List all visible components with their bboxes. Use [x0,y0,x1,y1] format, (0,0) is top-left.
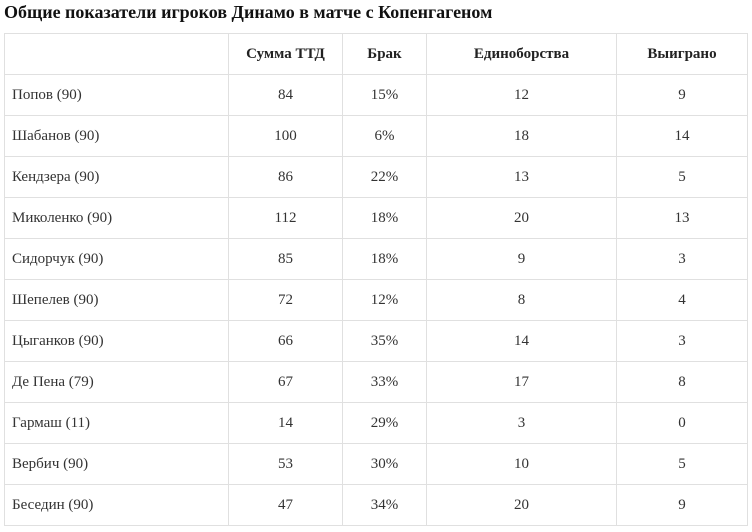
table-row: Шепелев (90) 72 12% 8 4 [4,279,748,321]
page-title: Общие показатели игроков Динамо в матче … [4,2,493,22]
player-name: Цыганков (90) [4,320,229,362]
won-cell: 0 [616,402,748,444]
won-cell: 3 [616,320,748,362]
defect-cell: 29% [342,402,427,444]
header-player [4,33,229,75]
ttd-sum-cell: 84 [228,74,343,116]
table-row: Вербич (90) 53 30% 10 5 [4,443,748,485]
duels-cell: 12 [426,74,617,116]
player-stats-table: Сумма ТТД Брак Единоборства Выиграно Поп… [4,33,748,526]
won-cell: 14 [616,115,748,157]
defect-cell: 6% [342,115,427,157]
duels-cell: 20 [426,197,617,239]
ttd-sum-cell: 47 [228,484,343,526]
player-name: Миколенко (90) [4,197,229,239]
duels-cell: 13 [426,156,617,198]
player-name: Попов (90) [4,74,229,116]
player-name: Кендзера (90) [4,156,229,198]
header-duels: Единоборства [426,33,617,75]
table-header-row: Сумма ТТД Брак Единоборства Выиграно [4,33,748,75]
defect-cell: 35% [342,320,427,362]
duels-cell: 9 [426,238,617,280]
player-name: Шабанов (90) [4,115,229,157]
player-name: Сидорчук (90) [4,238,229,280]
won-cell: 4 [616,279,748,321]
defect-cell: 22% [342,156,427,198]
duels-cell: 20 [426,484,617,526]
table-row: Беседин (90) 47 34% 20 9 [4,484,748,526]
ttd-sum-cell: 67 [228,361,343,403]
defect-cell: 33% [342,361,427,403]
table-row: Сидорчук (90) 85 18% 9 3 [4,238,748,280]
ttd-sum-cell: 14 [228,402,343,444]
defect-cell: 18% [342,197,427,239]
ttd-sum-cell: 85 [228,238,343,280]
header-won: Выиграно [616,33,748,75]
table-row: Гармаш (11) 14 29% 3 0 [4,402,748,444]
table-row: Де Пена (79) 67 33% 17 8 [4,361,748,403]
player-name: Гармаш (11) [4,402,229,444]
duels-cell: 8 [426,279,617,321]
duels-cell: 10 [426,443,617,485]
won-cell: 3 [616,238,748,280]
ttd-sum-cell: 86 [228,156,343,198]
won-cell: 9 [616,74,748,116]
table-row: Кендзера (90) 86 22% 13 5 [4,156,748,198]
ttd-sum-cell: 112 [228,197,343,239]
player-name: Шепелев (90) [4,279,229,321]
defect-cell: 34% [342,484,427,526]
won-cell: 9 [616,484,748,526]
duels-cell: 3 [426,402,617,444]
defect-cell: 30% [342,443,427,485]
ttd-sum-cell: 72 [228,279,343,321]
table-row: Шабанов (90) 100 6% 18 14 [4,115,748,157]
duels-cell: 14 [426,320,617,362]
table-row: Попов (90) 84 15% 12 9 [4,74,748,116]
won-cell: 5 [616,156,748,198]
table-row: Миколенко (90) 112 18% 20 13 [4,197,748,239]
defect-cell: 15% [342,74,427,116]
player-name: Беседин (90) [4,484,229,526]
defect-cell: 18% [342,238,427,280]
duels-cell: 17 [426,361,617,403]
duels-cell: 18 [426,115,617,157]
won-cell: 5 [616,443,748,485]
table-row: Цыганков (90) 66 35% 14 3 [4,320,748,362]
ttd-sum-cell: 53 [228,443,343,485]
ttd-sum-cell: 100 [228,115,343,157]
header-defect: Брак [342,33,427,75]
ttd-sum-cell: 66 [228,320,343,362]
header-ttd-sum: Сумма ТТД [228,33,343,75]
won-cell: 8 [616,361,748,403]
defect-cell: 12% [342,279,427,321]
player-name: Де Пена (79) [4,361,229,403]
won-cell: 13 [616,197,748,239]
player-name: Вербич (90) [4,443,229,485]
